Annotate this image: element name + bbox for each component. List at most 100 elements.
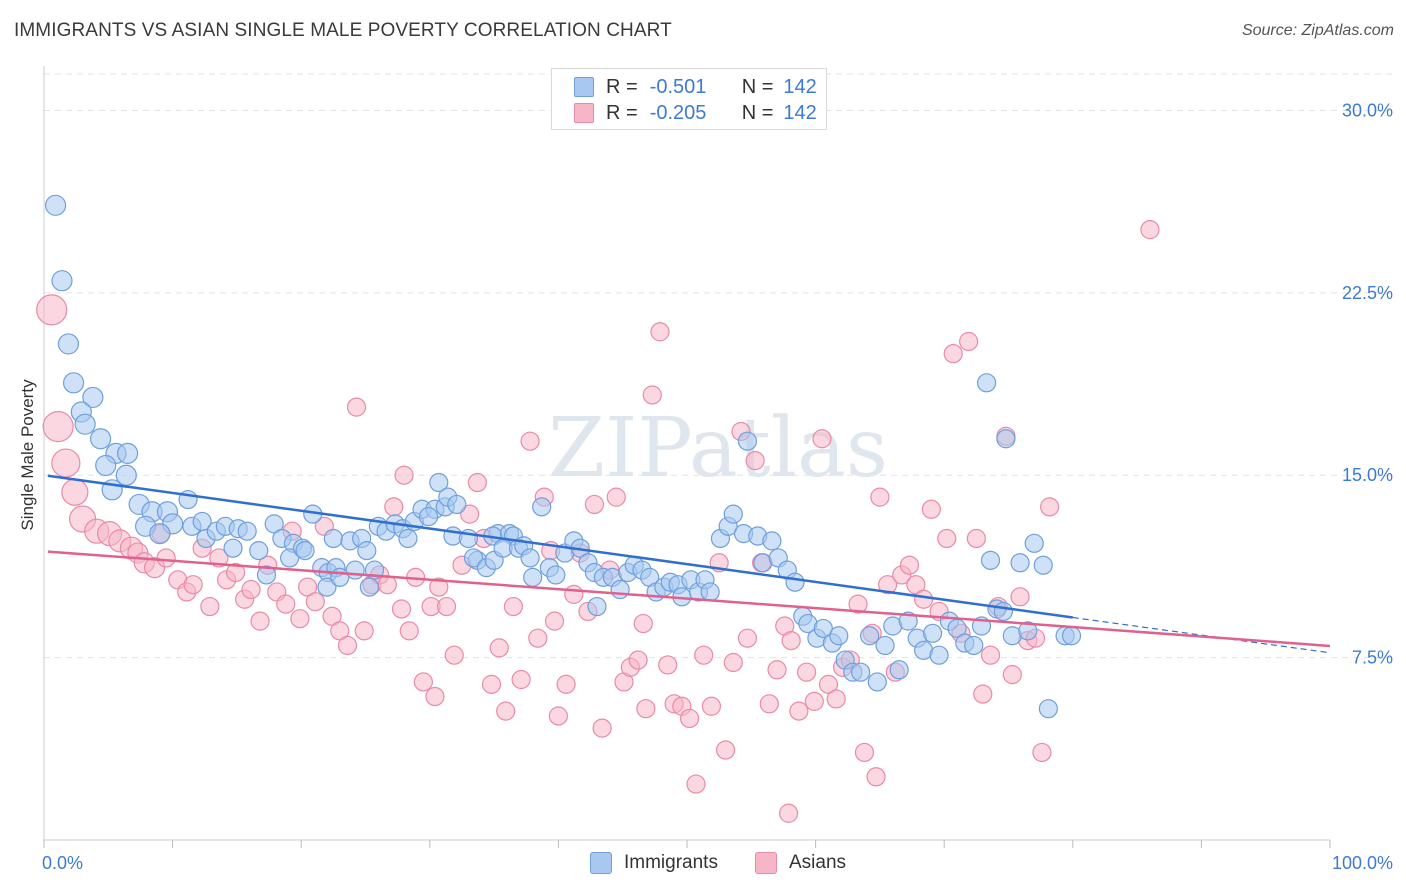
asians-trend-line (47, 550, 1331, 648)
asians-point (51, 448, 81, 478)
immigrants-point (317, 577, 337, 597)
asians-point (694, 645, 714, 665)
asians-point (429, 577, 449, 597)
immigrants-point (813, 618, 833, 639)
immigrants-point (1033, 555, 1053, 575)
immigrants-point (115, 464, 137, 486)
n-label: N = (741, 101, 774, 124)
asians-point (503, 596, 523, 617)
asians-point (444, 645, 464, 665)
immigrants-point (923, 623, 943, 643)
asians-point (548, 706, 569, 726)
asians-point (391, 599, 412, 619)
y-tick-label: 15.0% (1342, 465, 1393, 485)
asians-point (636, 699, 656, 719)
asians-point (866, 767, 886, 787)
immigrants-point (280, 548, 300, 568)
asians-point (781, 630, 801, 651)
immigrants-point (295, 541, 315, 561)
asians-point (723, 652, 743, 673)
immigrants-point (1018, 621, 1038, 641)
asians-point (584, 494, 605, 515)
asians-point (226, 562, 246, 583)
immigrants-swatch (574, 77, 594, 97)
immigrants-point (398, 528, 418, 549)
immigrants-point (237, 521, 257, 541)
asians-point (61, 478, 89, 506)
immigrants-point (116, 442, 139, 464)
immigrants-point (89, 428, 112, 450)
r-label: R = (606, 75, 638, 98)
immigrants-point (723, 504, 743, 524)
asians-point (399, 621, 419, 641)
asians-point (209, 548, 229, 568)
asians-point (848, 594, 868, 614)
asians-point (966, 528, 986, 549)
asians-point (737, 628, 758, 648)
correlation-legend: R = -0.501 N = 142 R = -0.205 N = 142 (551, 68, 827, 130)
immigrants-point (523, 567, 543, 587)
immigrants-point (74, 413, 96, 435)
immigrants-point (700, 582, 720, 602)
immigrants-point (95, 454, 117, 477)
legend-item-immigrants[interactable]: Immigrants (590, 852, 718, 874)
asians-point (42, 411, 74, 443)
immigrants-point (256, 565, 277, 585)
immigrants-point (980, 550, 1001, 570)
asians-point (337, 635, 358, 656)
immigrants-point (829, 626, 849, 646)
n-value-asians: 142 (783, 101, 817, 124)
immigrants-point (860, 626, 880, 646)
asians-point (959, 331, 979, 352)
asians-point (658, 655, 678, 675)
asians-point (686, 774, 706, 794)
asians-point (250, 611, 270, 631)
immigrants-point (57, 333, 80, 355)
r-label: R = (606, 101, 638, 124)
immigrants-point (223, 538, 243, 558)
legend-row-immigrants: R = -0.501 N = 142 (574, 74, 817, 100)
asians-point (528, 628, 548, 648)
asians-point (789, 701, 809, 721)
asians-point (496, 701, 516, 721)
immigrants-point (762, 531, 782, 551)
asians-point (377, 575, 397, 595)
immigrants-point (149, 522, 171, 545)
asians-point (943, 344, 963, 364)
asians-point (767, 660, 787, 680)
asians-point (804, 691, 824, 711)
immigrants-point (532, 497, 552, 517)
asians-point (481, 674, 502, 694)
y-tick-labels: 7.5% 15.0% 22.5% 30.0% (1342, 100, 1393, 667)
asians-point (413, 672, 433, 692)
asians-point (384, 497, 404, 517)
legend-item-asians[interactable]: Asians (755, 852, 846, 874)
asians-point (796, 662, 817, 682)
immigrants-point (1010, 553, 1030, 573)
asians-point (36, 294, 68, 326)
asians-point (870, 487, 890, 507)
asians-legend-swatch (755, 852, 777, 874)
asians-point (899, 555, 920, 575)
asians-point (460, 504, 480, 524)
asians-point (679, 708, 700, 729)
asians-point (914, 589, 934, 609)
immigrants-point (610, 579, 630, 600)
asians-point (980, 645, 1001, 665)
asians-point (1010, 587, 1030, 607)
asians-point (520, 431, 540, 451)
asians-point (241, 579, 261, 600)
n-label: N = (741, 75, 774, 98)
immigrants-point (1024, 533, 1044, 553)
asians-point (467, 472, 487, 493)
y-tick-label: 30.0% (1342, 100, 1393, 120)
immigrants-point (737, 431, 758, 451)
immigrants-point (323, 528, 343, 549)
asians-point (556, 674, 576, 694)
asians-point (854, 742, 875, 763)
immigrants-point (62, 372, 85, 394)
immigrants-point (249, 541, 269, 561)
n-value-immigrants: 142 (783, 75, 817, 98)
x-tick-label-min: 0.0% (42, 853, 84, 873)
legend-label-immigrants: Immigrants (624, 852, 718, 873)
